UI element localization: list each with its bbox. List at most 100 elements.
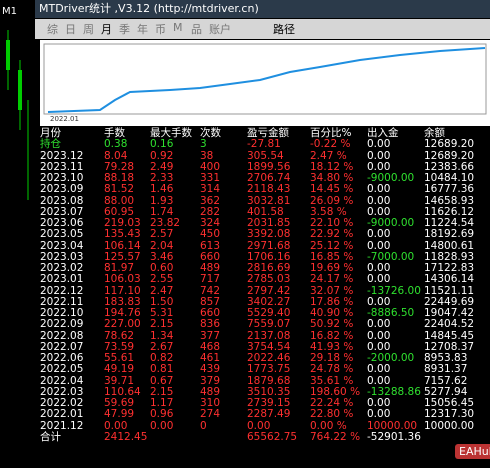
timeframe: M1: [2, 6, 17, 17]
table-cell: 22.24 %: [310, 397, 354, 409]
table-cell: 1773.75: [247, 363, 291, 376]
column-header: 手数: [104, 127, 125, 139]
path-button[interactable]: 路径: [273, 23, 295, 36]
tab[interactable]: M: [173, 21, 183, 34]
table-cell: 14800.61: [424, 239, 475, 252]
table-cell: 47.99: [104, 408, 135, 421]
table-cell: 2023.07: [40, 205, 84, 218]
table-cell: 1.50: [150, 295, 174, 308]
tab[interactable]: 币: [155, 23, 166, 36]
column-header: 出入金: [367, 127, 399, 139]
table-cell: 49.19: [104, 363, 135, 376]
table-cell: 0.00: [367, 340, 391, 353]
table-cell: 198.60 %: [310, 385, 361, 398]
table-cell: 1.46: [150, 183, 174, 196]
table-cell: 742: [200, 284, 221, 297]
column-header: 百分比%: [310, 127, 352, 139]
tab[interactable]: 账户: [209, 23, 231, 36]
table-cell: 717: [200, 273, 221, 286]
table-cell: -13288.86: [367, 385, 421, 398]
table-cell: 2022.46: [247, 352, 291, 364]
table-cell: 857: [200, 295, 221, 308]
table-cell: 8953.83: [424, 352, 468, 364]
tab[interactable]: 月: [101, 23, 112, 36]
table-cell: -2000.00: [367, 352, 415, 364]
table-cell: 12689.20: [424, 149, 475, 162]
table-cell: 125.57: [104, 250, 141, 263]
table-cell: 38: [200, 149, 214, 162]
table-cell: 0.38: [104, 138, 128, 151]
table-cell: 73.59: [104, 340, 135, 353]
table-cell: 0.00: [367, 329, 391, 342]
table-cell: 0.00: [367, 318, 391, 331]
table-cell: 2.57: [150, 228, 174, 241]
table-cell: 2.47 %: [310, 149, 347, 162]
table-cell: 836: [200, 318, 221, 331]
table-cell: 88.00: [104, 194, 135, 207]
table-cell: 110.64: [104, 385, 141, 398]
column-header: 盈亏金额: [247, 127, 289, 139]
table-cell: 2022.01: [40, 408, 84, 421]
table-cell: 0.00: [367, 183, 391, 196]
table-cell: -7000.00: [367, 250, 415, 263]
table-cell: 0.00: [367, 160, 391, 173]
table-cell: 0.00: [367, 205, 391, 218]
table-cell: 660: [200, 250, 221, 263]
tab[interactable]: 周: [83, 23, 94, 36]
column-header: 余额: [424, 127, 445, 139]
table-cell: 0.92: [150, 149, 174, 162]
table-cell: 106.14: [104, 239, 141, 252]
table-cell: 14845.45: [424, 329, 475, 342]
table-cell: 1879.68: [247, 374, 291, 387]
tab[interactable]: 季: [119, 23, 130, 36]
table-cell: 3.58 %: [310, 205, 347, 218]
total-cell: -52901.36: [367, 430, 421, 443]
table-cell: 613: [200, 239, 221, 252]
table-cell: 41.93 %: [310, 340, 354, 353]
table-cell: -13726.00: [367, 284, 421, 297]
column-header: 月份: [40, 127, 61, 139]
table-cell: 10000.00: [424, 419, 475, 432]
table-cell: 0.00: [367, 149, 391, 162]
table-cell: 0.00: [367, 363, 391, 376]
table-cell: 0.82: [150, 352, 174, 364]
table-cell: 3754.54: [247, 340, 291, 353]
table-cell: 0.00: [367, 374, 391, 387]
table-cell: 439: [200, 363, 221, 376]
table-cell: 274: [200, 408, 221, 421]
table-cell: 2022.11: [40, 295, 84, 308]
table-cell: 324: [200, 217, 221, 229]
table-cell: 3032.81: [247, 194, 291, 207]
table-cell: 19.69 %: [310, 262, 354, 274]
table-cell: 7157.62: [424, 374, 468, 387]
table-cell: 1.34: [150, 329, 174, 342]
table-cell: 16.82 %: [310, 329, 354, 342]
tab[interactable]: 品: [191, 23, 202, 36]
table-cell: 88.18: [104, 172, 135, 184]
equity-chart: 2022.01: [40, 40, 490, 126]
table-cell: 25.12 %: [310, 239, 354, 252]
table-cell: 0.00: [367, 138, 391, 151]
table-cell: 2739.15: [247, 397, 291, 409]
table-cell: 3510.35: [247, 385, 291, 398]
tab[interactable]: 日: [65, 23, 76, 36]
table-cell: 400: [200, 160, 221, 173]
table-cell: 5277.94: [424, 385, 468, 398]
table-cell: 2021.12: [40, 419, 84, 432]
tab[interactable]: 综: [47, 23, 58, 36]
table-cell: 14.45 %: [310, 183, 354, 196]
table-cell: 362: [200, 194, 221, 207]
table-cell: 29.18 %: [310, 352, 354, 364]
table-cell: 2.04: [150, 239, 174, 252]
table-cell: 10000.00: [367, 419, 418, 432]
table-cell: 2706.74: [247, 172, 291, 184]
table-cell: -8886.50: [367, 307, 415, 319]
table-cell: 2816.69: [247, 262, 291, 274]
table-cell: 2022.02: [40, 397, 84, 409]
table-cell: 2023.09: [40, 183, 84, 196]
table-cell: 0.81: [150, 363, 174, 376]
table-cell: 2797.42: [247, 284, 291, 297]
tab[interactable]: 年: [137, 23, 148, 36]
table-cell: 305.54: [247, 149, 284, 162]
